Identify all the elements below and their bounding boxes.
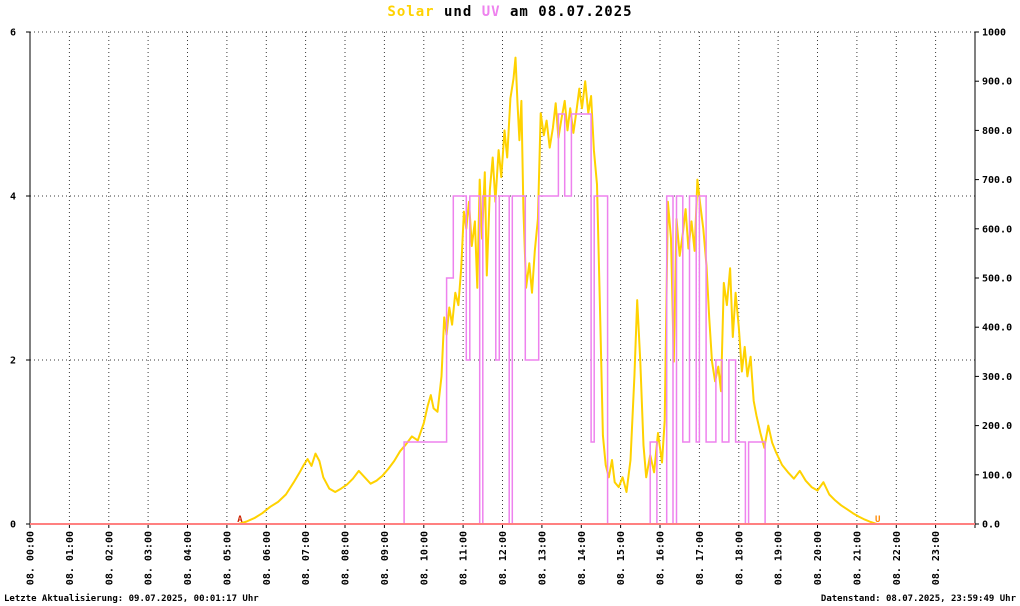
title-und: und xyxy=(434,4,482,20)
y-left-label: 0 xyxy=(10,520,16,531)
y-right-label: 400.0 xyxy=(982,323,1012,334)
y-right-label: 600.0 xyxy=(982,224,1012,235)
y-right-label: 900.0 xyxy=(982,77,1012,88)
x-axis-label: 08. 10:00 xyxy=(419,531,430,585)
sun-marker-U: U xyxy=(875,515,880,525)
x-axis-label: 08. 08:00 xyxy=(341,531,352,585)
x-axis-label: 08. 14:00 xyxy=(577,531,588,585)
y-right-label: 700.0 xyxy=(982,175,1012,186)
y-right-label: 800.0 xyxy=(982,126,1012,137)
x-axis-label: 08. 04:00 xyxy=(183,531,194,585)
x-axis-label: 08. 01:00 xyxy=(65,531,76,585)
x-axis-label: 08. 13:00 xyxy=(537,531,548,585)
x-axis-label: 08. 05:00 xyxy=(222,531,233,585)
title-uv: UV xyxy=(481,4,501,20)
title-solar: Solar xyxy=(387,4,435,20)
uv-series-line xyxy=(30,113,975,525)
x-axis-label: 08. 18:00 xyxy=(734,531,745,585)
x-axis-label: 08. 21:00 xyxy=(852,531,863,585)
x-axis-label: 08. 23:00 xyxy=(931,531,942,585)
y-right-label: 1000 xyxy=(982,28,1006,39)
y-right-label: 500.0 xyxy=(982,274,1012,285)
title-date: am 08.07.2025 xyxy=(500,4,633,20)
x-axis-label: 08. 02:00 xyxy=(104,531,115,585)
chart-title: Solar und UV am 08.07.2025 xyxy=(0,4,1020,20)
x-axis-label: 08. 07:00 xyxy=(301,531,312,585)
data-state-text: Datenstand: 08.07.2025, 23:59:49 Uhr xyxy=(820,594,1016,604)
y-right-label: 200.0 xyxy=(982,421,1012,432)
y-left-label: 6 xyxy=(10,28,16,39)
x-axis-label: 08. 03:00 xyxy=(144,531,155,585)
x-axis-label: 08. 09:00 xyxy=(380,531,391,585)
y-right-label: 0.0 xyxy=(982,520,1000,531)
x-axis-label: 08. 16:00 xyxy=(656,531,667,585)
x-axis-label: 08. 19:00 xyxy=(774,531,785,585)
x-axis-label: 08. 15:00 xyxy=(616,531,627,585)
y-left-label: 4 xyxy=(10,192,16,203)
solar-series-line xyxy=(30,56,975,525)
last-update-text: Letzte Aktualisierung: 09.07.2025, 00:01… xyxy=(4,594,259,604)
sun-marker-A: A xyxy=(237,515,243,525)
x-axis-label: 08. 20:00 xyxy=(813,531,824,585)
y-right-label: 100.0 xyxy=(982,470,1012,481)
y-left-label: 2 xyxy=(10,356,16,367)
y-right-label: 300.0 xyxy=(982,372,1012,383)
x-axis-label: 08. 22:00 xyxy=(892,531,903,585)
x-axis-label: 08. 12:00 xyxy=(498,531,509,585)
x-axis-label: 08. 00:00 xyxy=(26,531,37,585)
x-axis-label: 08. 11:00 xyxy=(459,531,470,585)
x-axis-label: 08. 17:00 xyxy=(695,531,706,585)
x-axis-label: 08. 06:00 xyxy=(262,531,273,585)
